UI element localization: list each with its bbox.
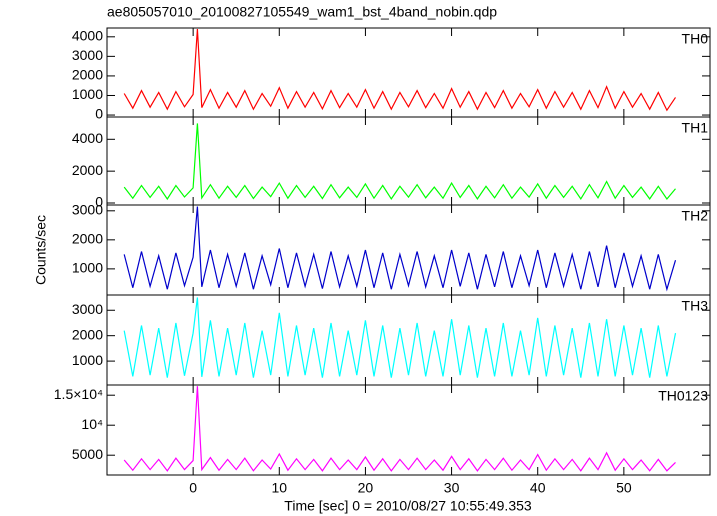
chart-title: ae805057010_20100827105549_wam1_bst_4ban… (107, 4, 497, 20)
y-tick-label: 0 (95, 194, 103, 210)
y-tick-label: 2000 (72, 67, 103, 83)
series-line (123, 123, 676, 201)
y-tick-label: 2000 (72, 162, 103, 178)
y-tick-label: 1000 (72, 352, 103, 368)
panel-label: TH1 (682, 120, 709, 136)
x-tick-label: 30 (444, 480, 460, 496)
panel-frame (106, 204, 711, 296)
y-tick-label: 3000 (72, 47, 103, 63)
x-tick-label: 20 (358, 480, 374, 496)
panel-label: TH0 (682, 31, 709, 47)
y-tick-label: 2000 (72, 326, 103, 342)
y-tick-label: 1000 (72, 86, 103, 102)
panel-frame (106, 27, 711, 118)
y-tick-label: 4000 (72, 130, 103, 146)
series-line (123, 297, 677, 378)
series-line (123, 28, 676, 112)
y-tick-label: 2000 (72, 231, 103, 247)
y-tick-label: 3000 (72, 301, 103, 317)
y-tick-label: 3000 (72, 202, 103, 218)
y-tick-label: 5000 (72, 446, 103, 462)
x-tick-label: 10 (271, 480, 287, 496)
panel-frame (106, 384, 711, 476)
x-tick-label: 40 (530, 480, 546, 496)
series-line (123, 206, 677, 292)
y-tick-label: 10⁴ (81, 416, 103, 432)
x-tick-label: 0 (189, 480, 197, 496)
series-line (123, 386, 676, 472)
y-tick-label: 4000 (72, 28, 103, 44)
y-tick-label: 0 (95, 106, 103, 122)
y-tick-label: 1000 (72, 260, 103, 276)
y-tick-label: 1.5×10⁴ (54, 386, 103, 402)
panel-label: TH0123 (658, 388, 708, 404)
y-axis-label: Counts/sec (33, 215, 49, 285)
x-axis-label: Time [sec] 0 = 2010/08/27 10:55:49.353 (284, 498, 532, 514)
panel-label: TH3 (682, 298, 709, 314)
x-tick-label: 50 (616, 480, 632, 496)
panel-label: TH2 (682, 208, 709, 224)
